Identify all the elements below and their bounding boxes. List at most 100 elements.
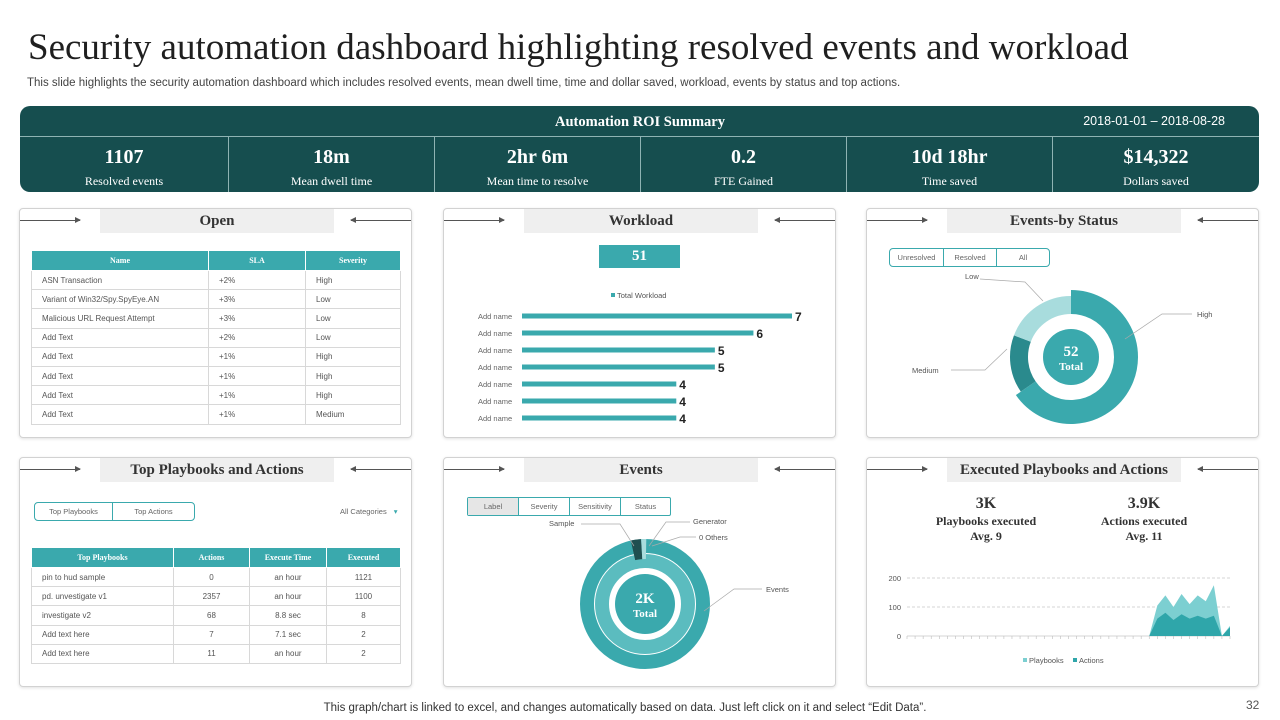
workload-panel: Workload 51 Total Workload Add name 7 Add n… [443,208,836,438]
table-cell: Low [305,289,401,310]
tab-all[interactable]: All [1018,253,1028,262]
executed-area-chart: 200 100 0 Playbooks Actions [888,574,1231,665]
actions-executed-stat: 3.9K Actions executed Avg. 11 [1069,495,1219,544]
table-cell: 68 [173,605,250,626]
label-events: Events [766,585,789,594]
leader-line [951,348,1008,371]
workload-total: 51 [599,245,680,268]
bar [522,347,715,353]
table-row: Variant of Win32/Spy.SpyEye.AN +3% Low [31,289,401,310]
table-cell: an hour [249,643,327,664]
leader-line [648,521,690,547]
right-arrow-icon [350,466,411,472]
label-high: High [1197,310,1212,319]
tab-status[interactable]: Status [634,502,657,511]
label-others: 0 Others [699,533,728,542]
category-filter[interactable]: All Categories ▾ [340,507,397,516]
kpi-label: Mean dwell time [290,174,373,188]
left-arrow-icon [444,217,505,223]
table-cell: Add Text [31,404,209,425]
table-cell: +1% [208,385,306,406]
kpi-fte-gained: 0.2 FTE Gained [640,137,846,192]
right-arrow-icon [1197,217,1258,223]
table-row: pin to hud sample 0 an hour 1121 [31,566,401,588]
stat-label: Actions executed [1100,514,1188,528]
slice-medium [1010,335,1036,392]
table-cell: Low [305,308,401,329]
table-row: Malicious URL Request Attempt +3% Low [31,308,401,329]
open-panel: Open Name SLA Severity ASN Transaction +2… [19,208,412,438]
bar [522,381,677,387]
status-panel-title: Events-by Status [947,209,1181,233]
bar [522,330,754,336]
kpi-value: 1107 [104,146,144,168]
table-row: Add Text +1% High [31,346,401,367]
table-cell: Medium [305,404,401,425]
label-generator: Generator [693,517,727,526]
label-sample: Sample [549,519,574,528]
bar [522,364,715,370]
left-arrow-icon [444,466,505,472]
table-row: Add Text +1% High [31,365,401,387]
bar-category-label: Add name [478,397,512,406]
kpi-value: 18m [313,146,350,168]
tab-top-actions[interactable]: Top Actions [134,507,173,516]
page-number: 32 [1246,698,1260,712]
bar-category-label: Add name [478,414,512,423]
tab-sensitivity[interactable]: Sensitivity [570,498,621,515]
tab-resolved[interactable]: Resolved [944,249,997,266]
table-cell: pd. unvestigate v1 [31,586,174,607]
center-label: Total [633,608,657,620]
roi-date-range: 2018-01-01 – 2018-08-28 [1083,114,1225,128]
table-row: pd. unvestigate v1 2357 an hour 1100 [31,586,401,607]
legend: Playbooks Actions [1023,656,1104,665]
legend-swatch [611,293,615,297]
bar-value-label: 4 [679,395,686,409]
slice-events-inner [595,554,695,654]
kpi-label: Time saved [921,174,978,188]
kpi-label: Mean time to resolve [486,174,589,188]
tab-label[interactable]: Label [468,498,519,515]
column-header: Severity [305,250,401,271]
playbooks-panel-title: Top Playbooks and Actions [100,458,334,482]
kpi-value: 10d 18hr [911,146,988,168]
left-arrow-icon [867,466,928,472]
kpi-label: Dollars saved [1123,174,1189,188]
bar-category-label: Add name [478,363,512,372]
kpi-label: Resolved events [84,174,164,188]
bar-value-label: 4 [679,378,686,392]
bar-category-label: Add name [478,329,512,338]
table-cell: High [305,385,401,406]
tab-unresolved[interactable]: Unresolved [890,249,944,266]
table-cell: Add text here [31,643,174,664]
slice-sample [630,539,643,561]
center-disc [1043,329,1099,385]
kpi-label: FTE Gained [714,174,773,188]
table-cell: +3% [208,289,306,310]
table-cell: an hour [249,566,327,588]
bar-value-label: 5 [718,344,725,358]
playbooks-panel: Top Playbooks and Actions Top Playbooks … [19,457,412,687]
status-panel: Events-by Status Unresolved Resolved All… [866,208,1259,438]
roi-title: Automation ROI Summary [555,114,725,130]
y-tick-label: 100 [888,603,901,612]
table-cell: 11 [173,643,250,664]
label-medium: Medium [912,366,939,375]
kpi-mean-dwell-time: 18m Mean dwell time [228,137,434,192]
playbooks-executed-stat: 3K Playbooks executed Avg. 9 [911,495,1061,544]
table-cell: +1% [208,404,306,425]
bar [522,415,677,421]
table-cell: High [305,346,401,367]
roi-header [20,106,1259,137]
executed-panel: Executed Playbooks and Actions 3K Playbo… [866,457,1259,687]
table-cell: Add text here [31,624,174,645]
workload-bar-chart: Total Workload Add name 7 Add name 6 Add name… [478,291,802,426]
bar-value-label: 4 [679,412,686,426]
slice-high [1015,290,1138,424]
tab-top-playbooks[interactable]: Top Playbooks [35,503,113,520]
column-header: Execute Time [249,547,327,568]
center-label: Total [1059,361,1083,373]
playbooks-table: Top Playbooks Actions Execute Time Execu… [31,547,401,664]
playbooks-tabs: Top Playbooks Top Actions [34,502,195,521]
tab-severity[interactable]: Severity [519,498,570,515]
